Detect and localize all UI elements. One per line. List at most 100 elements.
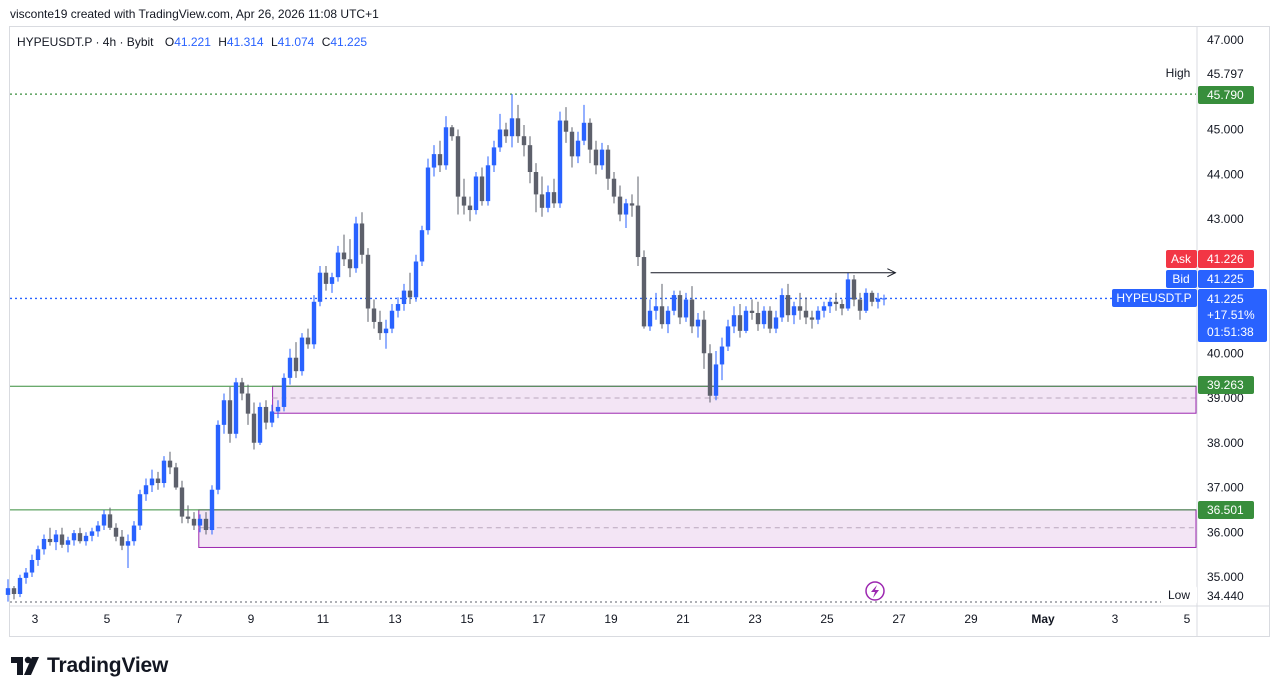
candle-body: [857, 299, 863, 311]
candle-body: [773, 317, 779, 329]
x-tick-label: 5: [104, 612, 111, 626]
y-tick-label: 47.000: [1207, 33, 1244, 47]
bar-countdown: 01:51:38: [1207, 325, 1254, 339]
tradingview-logo[interactable]: TradingView: [11, 654, 168, 678]
bid-tag: Bid: [1172, 272, 1189, 286]
y-tick-label: 37.000: [1207, 481, 1244, 495]
demand-zone-1: [272, 385, 1197, 414]
legend-low-label: L: [270, 35, 278, 49]
candle-body: [53, 534, 59, 543]
legend-open-value: 41.221: [174, 35, 211, 49]
candle-body: [719, 346, 725, 365]
candle-body: [779, 295, 785, 318]
candle-body: [287, 357, 293, 378]
candle-body: [869, 292, 875, 302]
candle-body: [677, 295, 683, 318]
candle-body: [101, 514, 107, 526]
ask-value-tag-bg: [1198, 250, 1254, 268]
candle-body: [599, 149, 605, 166]
y-tick-label: 39.000: [1207, 391, 1244, 405]
x-tick-label: 3: [32, 612, 39, 626]
support-2-price-tag-bg: [1198, 501, 1254, 519]
candle-body: [335, 252, 341, 278]
candle-body: [419, 230, 425, 262]
candle-body: [491, 147, 497, 166]
candle-body: [839, 304, 845, 309]
candle-body: [47, 538, 53, 543]
candle-body: [809, 317, 815, 320]
x-tick-label: 21: [676, 612, 690, 626]
y-tick-label: 45.000: [1207, 123, 1244, 137]
x-tick-label: 13: [388, 612, 402, 626]
candle-body: [365, 254, 371, 309]
candle-body: [731, 315, 737, 327]
legend-close-value: 41.225: [330, 35, 368, 49]
candle-body: [41, 538, 47, 550]
candle-body: [455, 136, 461, 197]
candle-body: [311, 301, 317, 345]
candle-body: [671, 295, 677, 311]
candle-body: [197, 518, 203, 526]
candle-body: [95, 525, 101, 532]
candle-body: [503, 129, 509, 137]
legend-high-value: 41.314: [226, 35, 264, 49]
candle-body: [263, 406, 269, 423]
candle-body: [845, 279, 851, 309]
x-tick-label: 7: [176, 612, 183, 626]
candle-body: [467, 205, 473, 211]
support-2-price-tag: 36.501: [1207, 503, 1244, 517]
arrow-head-icon: [887, 268, 897, 278]
candle-body: [587, 122, 593, 150]
bid-value-tag-bg: [1198, 270, 1254, 288]
candle-body: [83, 535, 89, 542]
high-tag: High: [1166, 66, 1191, 80]
candle-body: [581, 122, 587, 141]
legend-high-label: H: [218, 35, 227, 49]
candle-body: [11, 588, 17, 595]
x-tick-label: 19: [604, 612, 618, 626]
candle-body: [239, 382, 245, 394]
candle-body: [713, 364, 719, 396]
candle-body: [245, 393, 251, 414]
attribution-text: visconte19 created with TradingView.com,…: [10, 7, 379, 21]
ask-tag-bg: [1166, 250, 1197, 268]
candle-body: [539, 194, 545, 208]
candle-body: [755, 312, 761, 325]
y-tick-label: 44.000: [1207, 167, 1244, 181]
candle-body: [785, 295, 791, 316]
candle-body: [173, 467, 179, 488]
candle-body: [299, 337, 305, 372]
candle-body: [695, 319, 701, 327]
candle-body: [383, 328, 389, 334]
candle-body: [545, 192, 551, 208]
bid-tag-bg: [1166, 270, 1197, 288]
candle-body: [137, 494, 143, 526]
candle-body: [551, 192, 557, 204]
x-tick-label: May: [1031, 612, 1055, 626]
candle-body: [449, 127, 455, 137]
candle-body: [149, 478, 155, 486]
candle-body: [221, 400, 227, 425]
x-tick-label: 5: [1184, 612, 1191, 626]
candle-body: [251, 413, 257, 443]
candle-body: [479, 176, 485, 202]
y-tick-label: 36.000: [1207, 525, 1244, 539]
candle-body: [209, 489, 215, 531]
candle-body: [647, 310, 653, 327]
candle-body: [833, 301, 839, 305]
candle-body: [485, 165, 491, 202]
candle-body: [707, 353, 713, 396]
candle-body: [473, 176, 479, 211]
candle-body: [461, 196, 467, 206]
candle-body: [77, 533, 83, 542]
candle-body: [875, 298, 881, 302]
y-tick-label: 38.000: [1207, 436, 1244, 450]
candle-body: [641, 257, 647, 327]
low-tag-bg: [1161, 586, 1197, 604]
candle-body: [371, 308, 377, 322]
chart-frame: [9, 26, 1270, 637]
candle-body: [575, 140, 581, 157]
candle-body: [803, 310, 809, 318]
candle-body: [275, 406, 281, 412]
